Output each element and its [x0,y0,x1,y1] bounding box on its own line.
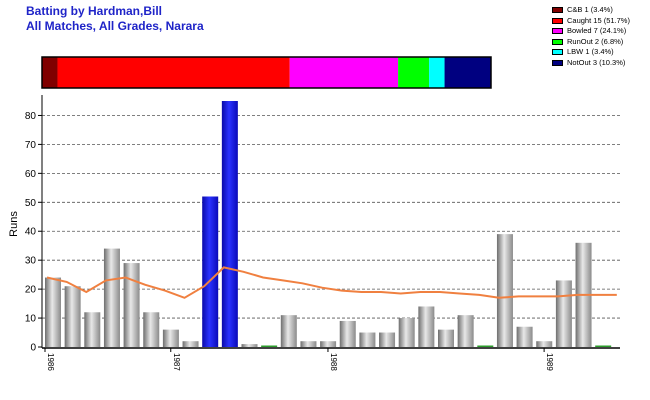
dismissal-segment [42,57,58,88]
legend-swatch [552,7,563,14]
axes: 0 10 20 30 40 50 60 70 80 Runs 1986 1987 1988 1989 [8,95,620,371]
bar [516,326,533,347]
chart-title-line2: All Matches, All Grades, Narara [26,19,204,33]
legend-item: NotOut 3 (10.3%) [552,58,630,69]
bar [418,306,435,347]
x-tick-label: 1986 [46,353,55,371]
legend-swatch [552,59,563,66]
bar [359,332,376,347]
legend-item: C&B 1 (3.4%) [552,5,630,16]
dismissal-bar [41,56,492,89]
legend-label: C&B 1 (3.4%) [567,5,613,14]
legend-item: Bowled 7 (24.1%) [552,26,630,37]
bar [84,312,101,347]
bar [536,341,553,347]
y-tick-label: 70 [25,140,37,151]
y-tick-label: 0 [30,343,36,354]
bar [595,345,612,347]
chart-title-line1: Batting by Hardman,Bill [26,4,163,18]
legend-swatch [552,49,563,56]
dismissal-segment [57,57,290,88]
legend-label: Bowled 7 (24.1%) [567,26,627,35]
legend-label: Caught 15 (51.7%) [567,15,630,25]
bar [143,312,160,347]
legend-item: RunOut 2 (6.8%) [552,37,630,48]
bar [438,329,454,347]
bar [64,286,81,347]
bar [103,248,120,347]
bar [496,234,513,347]
legend-label: LBW 1 (3.4%) [567,47,614,56]
dismissal-segment [289,57,399,88]
bar [398,318,415,347]
bar [300,341,317,347]
bar [123,263,140,347]
dismissal-segment [444,57,491,88]
legend-item: LBW 1 (3.4%) [552,47,630,58]
y-axis-label: Runs [8,211,20,237]
y-tick-label: 80 [25,111,37,122]
average-line-path [46,266,617,299]
bar [261,345,278,347]
legend: C&B 1 (3.4%) Caught 15 (51.7%) Bowled 7 (2… [552,5,630,68]
legend-item: Caught 15 (51.7%) [552,16,630,27]
legend-label: RunOut 2 (6.8%) [567,36,624,46]
dismissal-segment [398,57,430,88]
dismissal-bar-frame [41,56,492,89]
chart-title: Batting by Hardman,Bill All Matches, All… [26,4,204,34]
bar [457,315,474,347]
legend-swatch [552,17,563,24]
bars [45,101,612,347]
legend-swatch [552,38,563,45]
bar [379,332,396,347]
average-line [46,266,617,299]
dismissal-segment [429,57,445,88]
x-tick-label: 1987 [172,353,181,371]
bar [555,280,572,347]
y-tick-label: 10 [25,314,37,325]
x-tick-label: 1989 [545,353,554,371]
bar [202,196,219,347]
y-tick-label: 40 [25,227,37,238]
y-tick-label: 60 [25,169,37,180]
bar [339,320,356,347]
bar [280,315,297,347]
bar [320,341,337,347]
bar [45,277,61,347]
y-tick-label: 50 [25,198,37,209]
bar [221,101,238,347]
bar [241,344,258,347]
legend-swatch [552,28,563,35]
bar [477,345,494,347]
y-tick-label: 20 [25,285,37,296]
legend-label: NotOut 3 (10.3%) [567,57,626,67]
bar [182,341,199,347]
x-tick-label: 1988 [329,353,338,371]
y-tick-label: 30 [25,256,37,267]
bar [162,329,179,347]
